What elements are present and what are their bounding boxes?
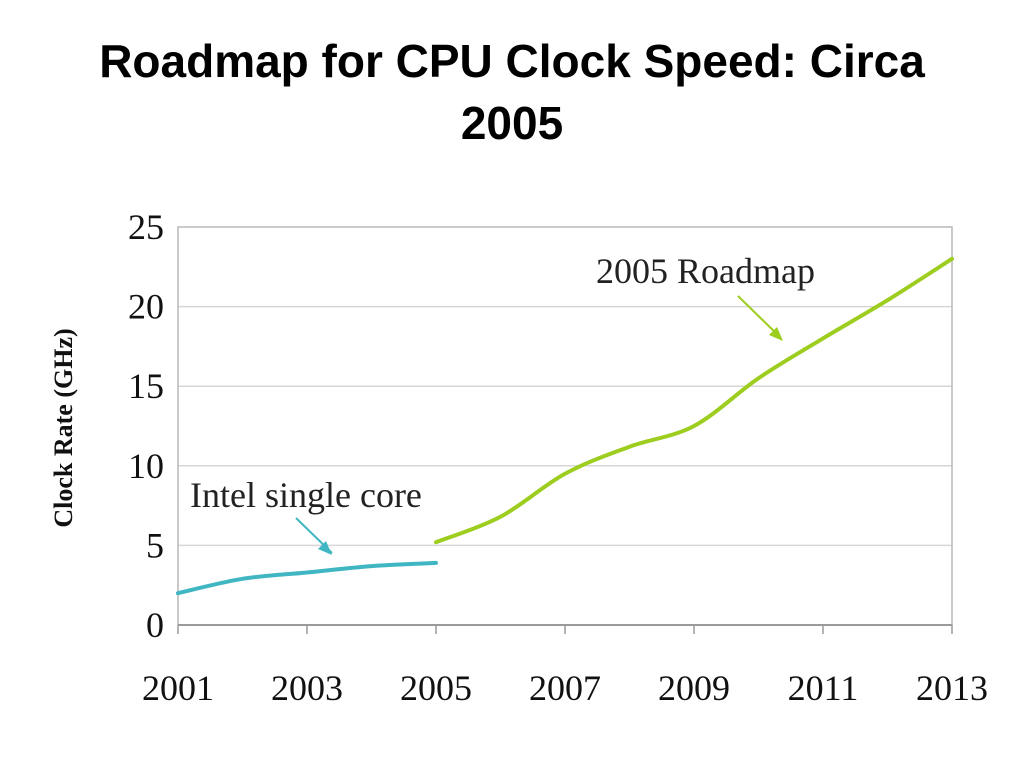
y-tick-label: 10 <box>128 446 164 486</box>
slide-title-line-1: Roadmap for CPU Clock Speed: Circa <box>99 35 925 87</box>
x-tick-label: 2009 <box>658 668 730 708</box>
series-lines <box>176 256 954 596</box>
annotation-arrowhead-intel <box>318 541 332 555</box>
annotations: Intel single core 2005 Roadmap <box>190 251 815 555</box>
x-tick-labels: 2001 2003 2005 2007 2009 2011 2013 <box>142 668 988 708</box>
y-tick-label: 15 <box>128 366 164 406</box>
slide-title-line-2: 2005 <box>460 97 564 149</box>
x-tick-label: 2003 <box>271 668 343 708</box>
x-tick-marks <box>177 625 953 634</box>
y-tick-label: 20 <box>128 287 164 327</box>
annotation-intel-single-core: Intel single core <box>190 475 422 515</box>
y-tick-label: 25 <box>128 207 164 247</box>
annotation-2005-roadmap: 2005 Roadmap <box>596 251 815 291</box>
y-tick-label: 5 <box>146 525 164 565</box>
x-tick-label: 2013 <box>916 668 988 708</box>
annotation-arrowhead-roadmap <box>769 327 783 341</box>
series-line-2005-roadmap <box>434 256 954 545</box>
y-tick-label: 0 <box>146 605 164 645</box>
plot-frame <box>177 226 953 626</box>
y-tick-labels: 0 5 10 15 20 25 <box>128 207 164 645</box>
y-axis-label: Clock Rate (GHz) <box>49 328 78 527</box>
x-tick-label: 2011 <box>788 668 859 708</box>
grid-lines <box>178 305 952 547</box>
x-tick-label: 2005 <box>400 668 472 708</box>
series-line-intel-single-core <box>176 560 438 596</box>
x-tick-label: 2001 <box>142 668 214 708</box>
slide-title: Roadmap for CPU Clock Speed: Circa 2005 <box>0 30 1024 154</box>
x-tick-label: 2007 <box>529 668 601 708</box>
